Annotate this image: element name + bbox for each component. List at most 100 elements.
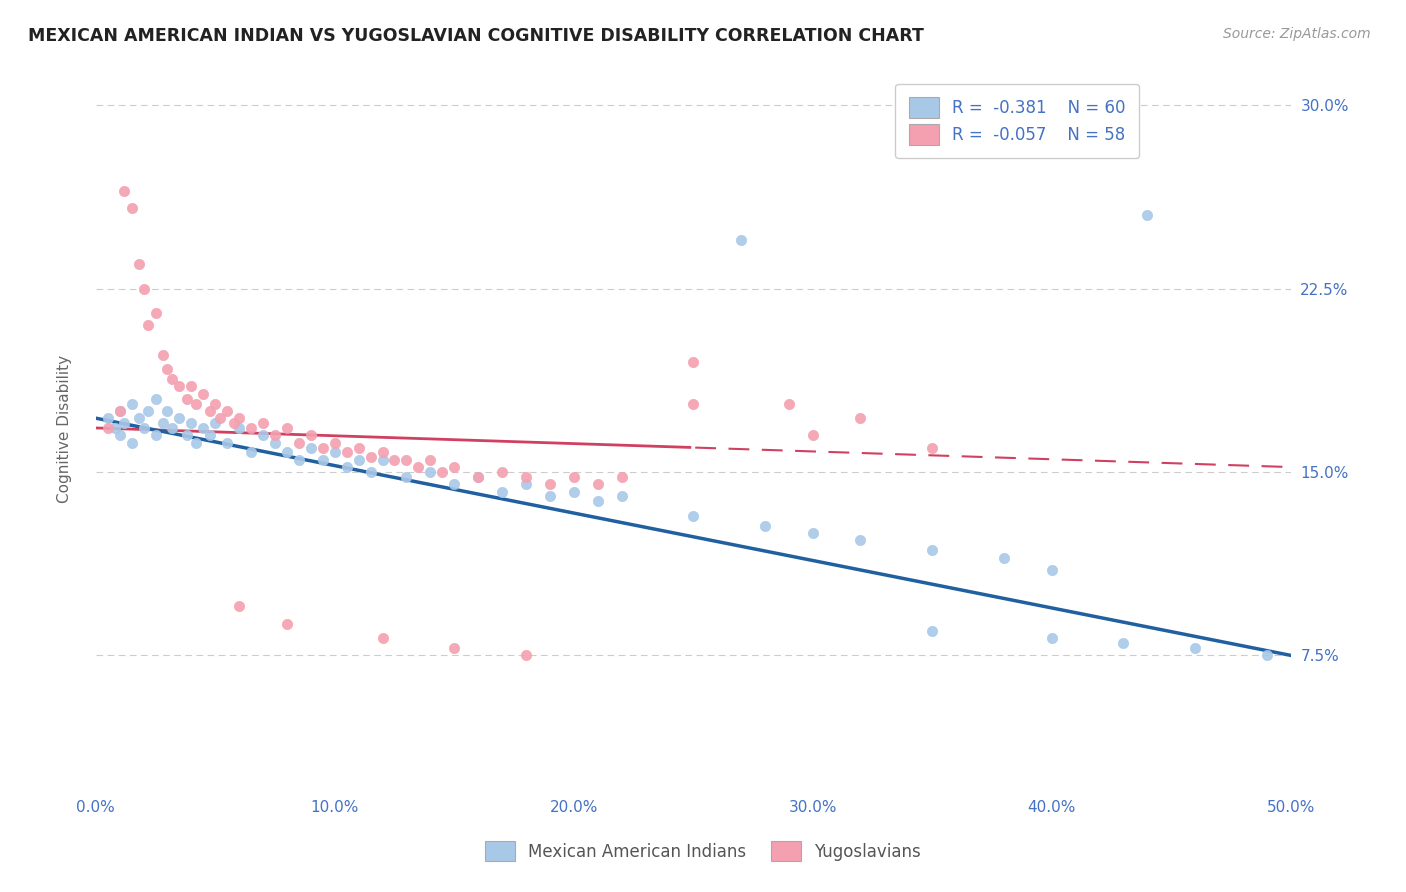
Point [921, 543, 943, 558]
Y-axis label: Cognitive Disability: Cognitive Disability [58, 355, 72, 503]
Point [156, 362, 179, 376]
Point [1184, 640, 1206, 655]
Point [443, 460, 465, 475]
Point [419, 452, 441, 467]
Point [288, 452, 311, 467]
Point [121, 396, 143, 410]
Point [97, 411, 120, 425]
Point [264, 435, 287, 450]
Point [586, 494, 609, 508]
Point [467, 470, 489, 484]
Point [336, 445, 359, 459]
Point [395, 470, 418, 484]
Point [138, 318, 160, 333]
Point [491, 465, 513, 479]
Point [204, 416, 226, 430]
Point [347, 452, 370, 467]
Point [152, 416, 174, 430]
Point [200, 428, 222, 442]
Point [209, 411, 232, 425]
Point [252, 416, 274, 430]
Point [562, 470, 585, 484]
Point [323, 445, 346, 459]
Point [108, 404, 131, 418]
Point [128, 257, 150, 271]
Point [200, 404, 222, 418]
Point [228, 411, 250, 425]
Point [186, 396, 208, 410]
Point [228, 421, 250, 435]
Point [419, 465, 441, 479]
Point [276, 616, 298, 631]
Point [312, 452, 335, 467]
Point [180, 379, 202, 393]
Point [299, 428, 322, 442]
Point [360, 450, 382, 465]
Point [408, 460, 430, 475]
Point [323, 435, 346, 450]
Point [562, 484, 585, 499]
Point [108, 428, 131, 442]
Point [586, 477, 609, 491]
Point [228, 599, 250, 614]
Point [384, 452, 406, 467]
Point [169, 411, 191, 425]
Point [193, 421, 215, 435]
Point [443, 477, 465, 491]
Point [186, 435, 208, 450]
Point [276, 445, 298, 459]
Point [180, 416, 202, 430]
Point [299, 441, 322, 455]
Point [1112, 636, 1135, 650]
Point [104, 421, 127, 435]
Point [515, 477, 537, 491]
Point [682, 396, 704, 410]
Point [682, 508, 704, 523]
Point [849, 411, 872, 425]
Point [371, 632, 394, 646]
Point [240, 421, 263, 435]
Point [152, 348, 174, 362]
Point [288, 435, 311, 450]
Point [138, 404, 160, 418]
Point [1256, 648, 1278, 663]
Point [778, 396, 800, 410]
Point [921, 624, 943, 638]
Point [156, 404, 179, 418]
Point [538, 490, 561, 504]
Point [538, 477, 561, 491]
Point [176, 428, 198, 442]
Point [128, 411, 150, 425]
Point [754, 518, 776, 533]
Point [224, 416, 246, 430]
Point [132, 282, 155, 296]
Point [1136, 208, 1159, 222]
Point [276, 421, 298, 435]
Point [1040, 632, 1063, 646]
Point [443, 640, 465, 655]
Point [145, 428, 167, 442]
Point [312, 441, 335, 455]
Point [217, 404, 239, 418]
Point [347, 441, 370, 455]
Point [97, 421, 120, 435]
Point [162, 421, 184, 435]
Point [491, 484, 513, 499]
Point [515, 470, 537, 484]
Point [801, 428, 824, 442]
Point [252, 428, 274, 442]
Point [432, 465, 454, 479]
Point [993, 550, 1015, 565]
Point [114, 184, 136, 198]
Legend: Mexican American Indians, Yugoslavians: Mexican American Indians, Yugoslavians [471, 828, 935, 875]
Point [264, 428, 287, 442]
Point [849, 533, 872, 548]
Point [730, 233, 752, 247]
Point [193, 386, 215, 401]
Point [162, 372, 184, 386]
Point [801, 526, 824, 541]
Point [371, 452, 394, 467]
Point [145, 306, 167, 320]
Point [169, 379, 191, 393]
Point [204, 396, 226, 410]
